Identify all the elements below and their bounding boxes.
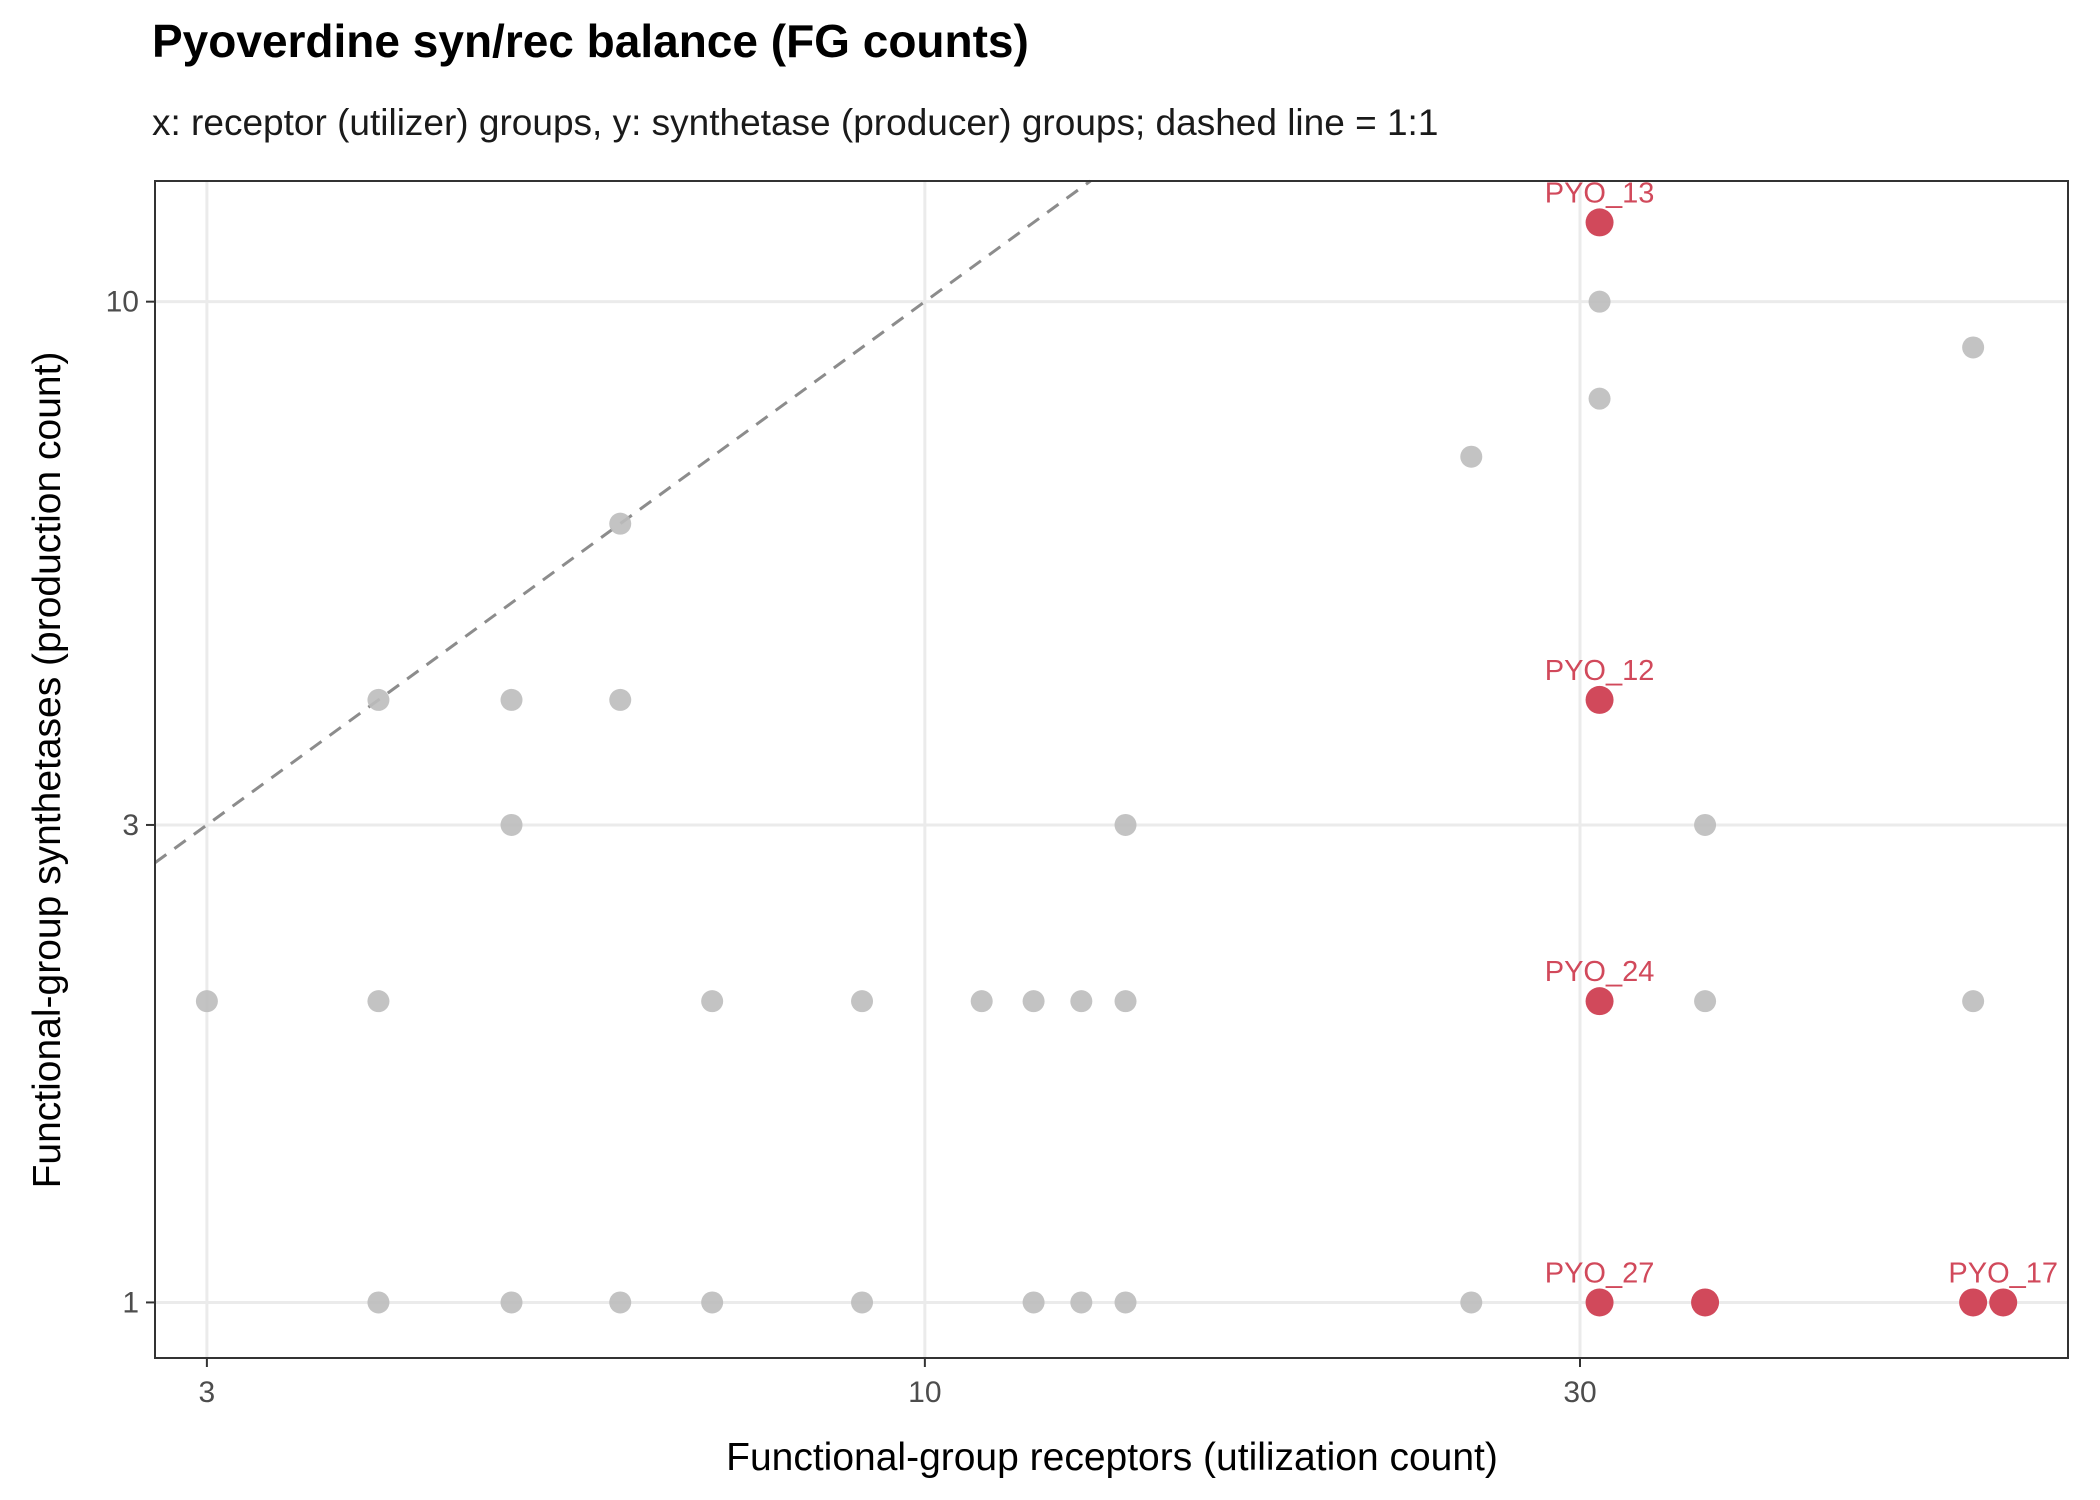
data-point <box>1070 990 1093 1013</box>
highlight-point <box>1585 987 1614 1016</box>
point-label: PYO_27 <box>1545 1257 1655 1289</box>
chart-subtitle: x: receptor (utilizer) groups, y: synthe… <box>152 102 1439 143</box>
data-point <box>1070 1291 1093 1314</box>
point-label: PYO_24 <box>1545 956 1655 988</box>
point-labels-layer: PYO_13 PYO_12 PYO_24 PYO_27 PYO_17 <box>1545 177 2058 1289</box>
data-point <box>1694 990 1717 1013</box>
data-point <box>609 1291 632 1314</box>
x-tick-label: 30 <box>1563 1376 1596 1409</box>
data-point <box>500 688 523 711</box>
y-axis-title: Functional-group synthetases (production… <box>26 352 69 1189</box>
plot-panel-border <box>154 180 2069 1359</box>
data-point <box>500 813 523 836</box>
highlight-point <box>1585 1288 1614 1317</box>
data-point <box>1022 990 1045 1013</box>
axes: 3 10 30 1 3 10 <box>106 286 1597 1409</box>
data-point <box>500 1291 523 1314</box>
point-label: PYO_17 <box>1948 1257 2058 1289</box>
highlight-point <box>1585 208 1614 237</box>
x-axis-title: Functional-group receptors (utilization … <box>726 1436 1498 1479</box>
y-tick-label: 10 <box>106 286 139 319</box>
data-point <box>1962 990 1985 1013</box>
plot-panel <box>155 181 2068 1358</box>
data-point <box>367 1291 390 1314</box>
data-point <box>195 990 218 1013</box>
highlight-point <box>1585 685 1614 714</box>
highlight-point <box>1989 1288 2018 1317</box>
data-point <box>1114 813 1137 836</box>
data-point <box>701 990 724 1013</box>
highlight-point <box>1691 1288 1720 1317</box>
data-point <box>609 512 632 535</box>
data-point <box>367 688 390 711</box>
y-tick-label: 1 <box>122 1286 139 1319</box>
data-point <box>1460 445 1483 468</box>
x-tick-label: 3 <box>199 1376 216 1409</box>
points-layer <box>195 208 2018 1317</box>
grid-lines <box>155 181 2068 1358</box>
data-point <box>609 688 632 711</box>
point-label: PYO_12 <box>1545 655 1655 687</box>
data-point <box>851 1291 874 1314</box>
y-tick-label: 3 <box>122 809 139 842</box>
data-point <box>1114 990 1137 1013</box>
chart-title: Pyoverdine syn/rec balance (FG counts) <box>152 15 1029 67</box>
data-point <box>1588 387 1611 410</box>
data-point <box>1460 1291 1483 1314</box>
x-tick-label: 10 <box>908 1376 941 1409</box>
data-point <box>1962 336 1985 359</box>
data-point <box>1588 290 1611 313</box>
data-point <box>1694 813 1717 836</box>
data-point <box>701 1291 724 1314</box>
data-point <box>851 990 874 1013</box>
data-point <box>1114 1291 1137 1314</box>
point-label: PYO_13 <box>1545 177 1655 209</box>
data-point <box>367 990 390 1013</box>
data-point <box>970 990 993 1013</box>
highlight-point <box>1959 1288 1988 1317</box>
data-point <box>1022 1291 1045 1314</box>
